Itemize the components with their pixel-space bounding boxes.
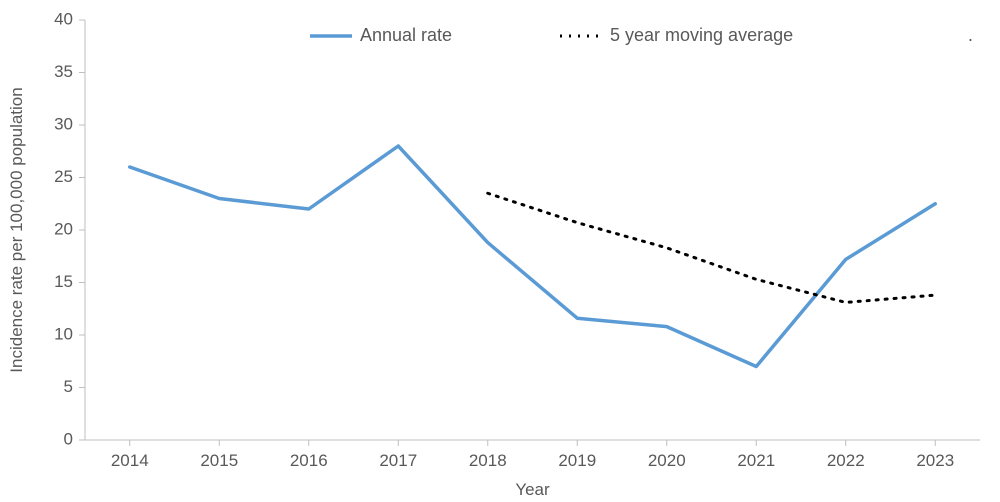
y-tick-label: 5 <box>64 377 73 396</box>
y-tick-label: 10 <box>54 324 73 343</box>
y-tick-label: 30 <box>54 114 73 133</box>
x-tick-label: 2021 <box>737 451 775 470</box>
x-tick-label: 2018 <box>469 451 507 470</box>
y-tick-label: 20 <box>54 219 73 238</box>
x-tick-label: 2016 <box>290 451 328 470</box>
x-tick-label: 2019 <box>558 451 596 470</box>
x-tick-label: 2020 <box>648 451 686 470</box>
x-tick-label: 2014 <box>111 451 149 470</box>
legend-label: 5 year moving average <box>610 25 793 45</box>
y-tick-label: 40 <box>54 9 73 28</box>
y-tick-label: 15 <box>54 272 73 291</box>
x-tick-label: 2023 <box>916 451 954 470</box>
incidence-rate-chart: 0 5 10 15 20 25 30 35 40 2014 2015 2016 2017 2018 2019… <box>0 0 1000 502</box>
y-axis-title: Incidence rate per 100,000 population <box>7 87 26 372</box>
x-tick-label: 2022 <box>827 451 865 470</box>
y-tick-label: 25 <box>54 167 73 186</box>
y-tick-label: 0 <box>64 429 73 448</box>
y-tick-label: 35 <box>54 62 73 81</box>
legend-trailing-dot: . <box>968 25 973 45</box>
legend-label: Annual rate <box>360 25 452 45</box>
x-axis-title: Year <box>515 480 550 499</box>
x-tick-label: 2015 <box>200 451 238 470</box>
chart-svg: 0 5 10 15 20 25 30 35 40 2014 2015 2016 2017 2018 2019… <box>0 0 1000 502</box>
x-tick-label: 2017 <box>379 451 417 470</box>
